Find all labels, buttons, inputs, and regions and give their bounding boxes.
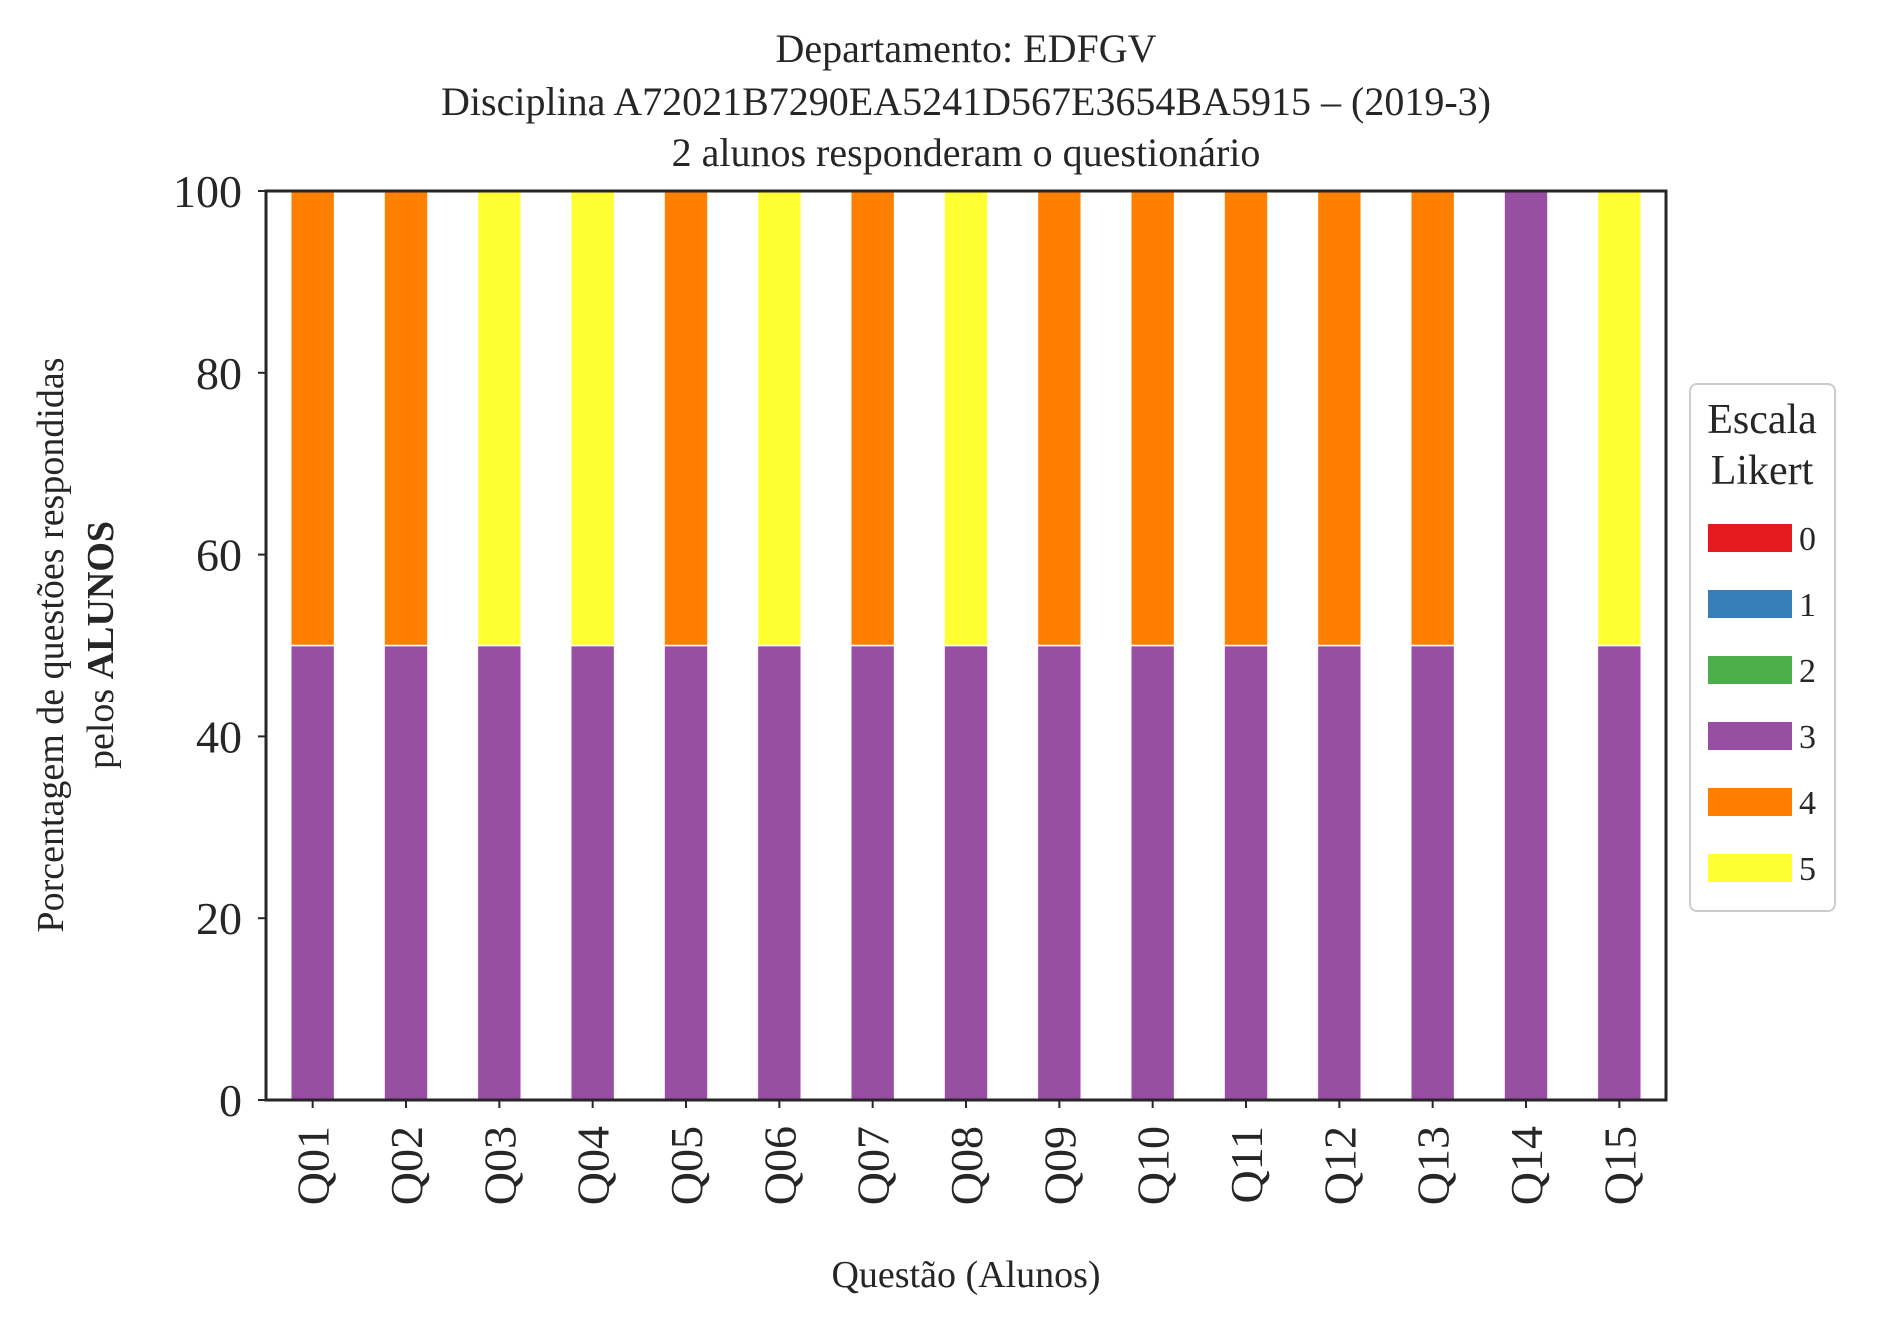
bar-q01-level-4 (289, 190, 336, 647)
legend-swatch-0 (1708, 524, 1792, 552)
bar-q04-level-3 (569, 644, 616, 1101)
y-axis-label-line-2: pelos ALUNOS (80, 521, 122, 769)
y-axis-ticks: 0 20 40 60 80 100 (173, 166, 266, 1126)
x-tick-label-q15: Q15 (1594, 1126, 1645, 1205)
bar-q09-level-3 (1036, 644, 1083, 1101)
bar-q08-level-5 (943, 190, 989, 647)
bar-q10-level-4 (1129, 190, 1176, 647)
bar-q11-level-4 (1223, 190, 1269, 647)
chart-title-line-3: 2 alunos responderam o questionário (672, 130, 1261, 175)
y-tick-label: 0 (219, 1075, 242, 1126)
chart-title-line-1: Departamento: EDFGV (775, 26, 1156, 71)
bar-q13-level-4 (1409, 190, 1456, 647)
bar-q11-level-3 (1223, 644, 1269, 1101)
y-tick-label: 100 (173, 166, 242, 217)
legend-swatch-4 (1708, 788, 1792, 816)
y-axis-label-prefix: pelos (80, 679, 122, 769)
x-tick-label-q10: Q10 (1128, 1126, 1179, 1205)
legend-swatch-1 (1708, 590, 1792, 618)
bar-q04-level-5 (569, 190, 616, 647)
x-tick-label-q08: Q08 (941, 1126, 992, 1205)
bar-q01-level-3 (289, 644, 336, 1101)
bar-q05-level-4 (663, 190, 709, 647)
bar-q14-level-3 (1503, 190, 1549, 1101)
x-tick-label-q03: Q03 (474, 1126, 525, 1205)
legend-title-line-2: Likert (1711, 448, 1814, 494)
bar-q10-level-3 (1129, 644, 1176, 1101)
legend-frame (1689, 383, 1836, 912)
y-tick-label: 80 (196, 348, 242, 399)
bar-q15-level-3 (1596, 644, 1643, 1101)
y-axis-label-bold: ALUNOS (80, 521, 122, 679)
bar-q12-level-3 (1316, 644, 1363, 1101)
bar-q13-level-3 (1409, 644, 1456, 1101)
legend-label-0: 0 (1799, 521, 1816, 558)
bar-q09-level-4 (1036, 190, 1083, 647)
x-tick-label-q05: Q05 (661, 1126, 712, 1205)
bar-q03-level-3 (476, 644, 523, 1101)
x-tick-label-q06: Q06 (754, 1126, 805, 1205)
legend-label-2: 2 (1799, 653, 1816, 690)
bar-q07-level-3 (849, 644, 896, 1101)
x-tick-label-q09: Q09 (1034, 1126, 1085, 1205)
y-axis-label-line-1: Porcentagem de questões respondidas (30, 357, 72, 932)
bar-q02-level-3 (383, 644, 429, 1101)
x-tick-label-q07: Q07 (848, 1126, 899, 1205)
legend-swatch-2 (1708, 656, 1792, 684)
bar-q03-level-5 (476, 190, 523, 647)
bar-q07-level-4 (849, 190, 896, 647)
legend-label-3: 3 (1799, 719, 1816, 756)
legend-title-line-1: Escala (1707, 397, 1817, 443)
x-tick-label-q11: Q11 (1221, 1126, 1272, 1204)
bar-q06-level-3 (756, 644, 803, 1101)
legend-swatch-5 (1708, 854, 1792, 882)
legend-label-1: 1 (1799, 587, 1816, 624)
x-tick-label-q01: Q01 (288, 1126, 339, 1205)
x-axis-ticks: Q01 Q02 Q03 Q04 Q05 Q06 Q07 Q08 Q09 Q10 Q11 Q12 Q13 Q… (288, 1100, 1645, 1205)
x-tick-label-q02: Q02 (381, 1126, 432, 1205)
y-tick-label: 20 (196, 893, 242, 944)
bar-q15-level-5 (1596, 190, 1643, 647)
bars-group (289, 190, 1643, 1101)
bar-q02-level-4 (383, 190, 429, 647)
x-tick-label-q04: Q04 (568, 1126, 619, 1205)
bar-q12-level-4 (1316, 190, 1363, 647)
bar-q08-level-3 (943, 644, 989, 1101)
x-tick-label-q12: Q12 (1314, 1126, 1365, 1205)
legend: Escala Likert 0 1 2 3 4 5 (1689, 383, 1836, 912)
x-axis-label: Questão (Alunos) (831, 1254, 1100, 1296)
legend-label-5: 5 (1799, 851, 1816, 888)
legend-label-4: 4 (1799, 785, 1816, 822)
y-tick-label: 40 (196, 711, 242, 762)
x-tick-label-q14: Q14 (1501, 1126, 1552, 1205)
y-tick-label: 60 (196, 530, 242, 581)
chart-title-line-2: Disciplina A72021B7290EA5241D567E3654BA5… (441, 79, 1491, 124)
bar-q06-level-5 (756, 190, 803, 647)
legend-items: 0 1 2 3 4 5 (1708, 521, 1816, 888)
x-tick-label-q13: Q13 (1408, 1126, 1459, 1205)
bar-q05-level-3 (663, 644, 709, 1101)
legend-swatch-3 (1708, 722, 1792, 750)
